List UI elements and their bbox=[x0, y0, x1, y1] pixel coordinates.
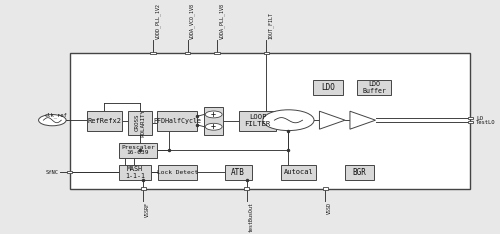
Bar bbox=[185, 51, 190, 54]
Bar bbox=[119, 143, 157, 157]
Bar bbox=[468, 121, 473, 124]
Bar bbox=[240, 111, 276, 131]
Bar bbox=[87, 111, 122, 131]
Bar bbox=[358, 80, 391, 95]
Bar bbox=[67, 171, 72, 173]
Text: VDDD_PLL_1V2: VDDD_PLL_1V2 bbox=[155, 3, 160, 39]
Text: LDO
Buffer: LDO Buffer bbox=[362, 81, 386, 94]
Text: CROSS
POLARITY: CROSS POLARITY bbox=[134, 109, 145, 137]
Polygon shape bbox=[320, 111, 345, 129]
Circle shape bbox=[263, 110, 314, 131]
Bar bbox=[204, 107, 223, 135]
Text: PFDHalfCycle: PFDHalfCycle bbox=[154, 118, 202, 124]
Bar bbox=[119, 165, 150, 179]
Bar bbox=[322, 187, 328, 190]
Bar bbox=[345, 165, 374, 179]
Bar bbox=[224, 165, 252, 179]
Text: MASH
1-1-1: MASH 1-1-1 bbox=[124, 165, 144, 179]
Bar bbox=[214, 51, 220, 54]
Bar bbox=[468, 117, 473, 119]
Text: Autocal: Autocal bbox=[284, 169, 314, 175]
Text: IOUT_FILT: IOUT_FILT bbox=[268, 12, 274, 39]
Bar bbox=[313, 80, 342, 95]
Bar bbox=[281, 165, 316, 179]
Bar bbox=[158, 165, 198, 179]
Text: +: + bbox=[211, 110, 216, 119]
Bar bbox=[264, 51, 269, 54]
Text: VDDA_VCO_1V8: VDDA_VCO_1V8 bbox=[190, 3, 195, 39]
Text: clk_ref: clk_ref bbox=[44, 112, 67, 118]
Bar bbox=[140, 187, 146, 190]
Circle shape bbox=[206, 111, 222, 118]
Bar bbox=[70, 53, 470, 189]
Text: BGR: BGR bbox=[352, 168, 366, 176]
Text: LDO: LDO bbox=[321, 83, 334, 92]
Text: VDDA_PLL_1V8: VDDA_PLL_1V8 bbox=[219, 3, 224, 39]
Circle shape bbox=[206, 123, 222, 130]
Text: RefRefx2: RefRefx2 bbox=[88, 118, 122, 124]
Circle shape bbox=[38, 115, 66, 126]
Text: Lock Detect: Lock Detect bbox=[157, 169, 198, 175]
Text: TestLO: TestLO bbox=[476, 120, 496, 125]
Text: LOOP
FILTER: LOOP FILTER bbox=[244, 114, 271, 127]
Text: LO: LO bbox=[476, 116, 484, 121]
Text: ATB: ATB bbox=[231, 168, 245, 176]
Text: VSSRF: VSSRF bbox=[146, 202, 150, 217]
Bar bbox=[244, 187, 250, 190]
Bar bbox=[150, 51, 156, 54]
Polygon shape bbox=[350, 111, 376, 129]
Text: VSSD: VSSD bbox=[328, 202, 332, 214]
Text: +: + bbox=[211, 122, 216, 131]
Text: testBusOut: testBusOut bbox=[248, 202, 254, 232]
Text: SYNC: SYNC bbox=[46, 169, 59, 175]
Text: Prescaler
16-639: Prescaler 16-639 bbox=[121, 145, 155, 155]
Bar bbox=[157, 111, 198, 131]
Bar bbox=[128, 111, 152, 135]
